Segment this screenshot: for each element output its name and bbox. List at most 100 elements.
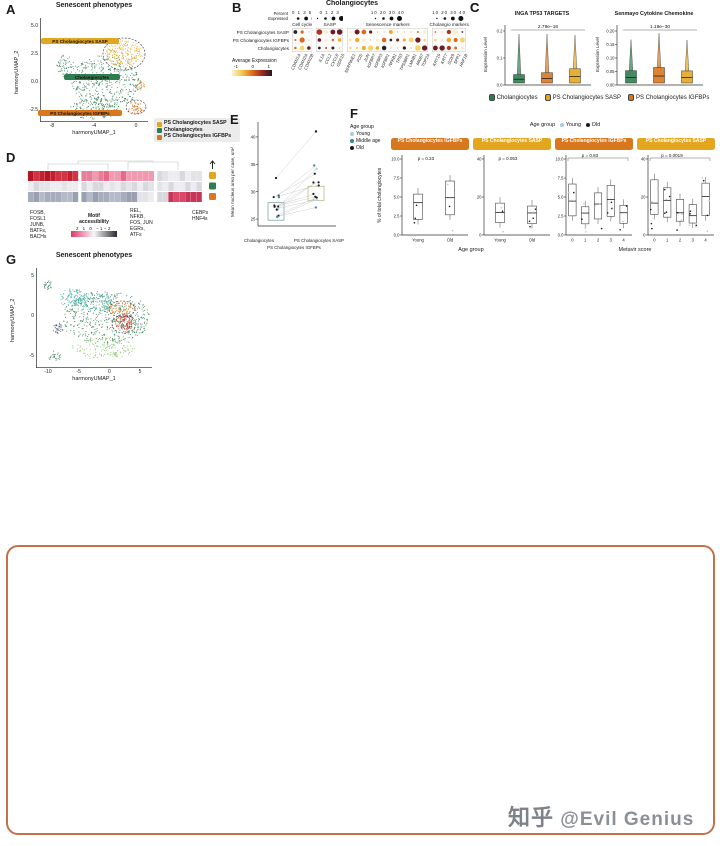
legend-item: PS Cholangiocytes IGFBPs [628,94,709,101]
up-arrow-icon [209,160,216,165]
box-plot: PS Cholangiocytes IGFBPs 0.0 2.5 5.0 7.5 10.0… [390,138,470,245]
x-tick-label: 5 [138,369,142,375]
plot-header-chip: PS Cholangiocytes IGFBPs [391,138,469,150]
legend-item: Young [350,131,380,137]
x-tick-label: 0 [107,369,111,375]
legend-title: Age group [350,124,374,130]
box-plot: PS Cholangiocytes IGFBPs 0.0 2.5 5.0 7.5 10.0… [554,138,634,245]
cell-type-legend: Cholangiocytes PS Cholangiocytes SASP PS C… [478,94,720,101]
legend-label: Young [356,131,370,137]
average-expression-legend: Average Expression -1 0 1 [232,58,290,76]
paired-plot-svg: 25 30 35 40 [251,122,336,227]
average-expression-colorbar [330,606,440,636]
legend-item: Young [560,122,581,128]
y-tick-label: 0.20 [606,29,615,34]
dot-grid [292,28,313,52]
legend-swatch [157,128,162,134]
average-expression-title: Average Expression [232,58,277,64]
y-tick-label: 0.0 [497,83,503,88]
x-tick-label: 3 [610,238,613,243]
scale-ticks: 2 1 0 −1−2 [76,226,112,231]
tf-family-label-left: FOSB, FOSL1 JUNB, BATFs, BACHs [30,210,47,240]
legend-label: Middle age [356,138,381,144]
y-tick-label: 2.5 [394,214,400,219]
umap-scatter [40,18,148,122]
size-legend-values: 10 20 30 40 [432,10,466,15]
x-tick-label: PS Cholangiocytes SASP [293,238,344,243]
size-legend-values: 0 1 3 5 [292,10,313,15]
panel-h-endothelial-dotplot [232,252,538,392]
gene-label: SERPINE1 [343,53,357,74]
panel-letter: B [232,0,242,15]
panel-title: Cholangiocytes [325,0,379,7]
x-tick-label: Cholangiocytes [244,238,275,243]
panel-r-lsec-fibrosis-boxplot [566,546,716,648]
legend-label: Young [565,122,582,128]
violin-plot: INGA TP53 TARGETS Expression Level 0.0 0.1 0… [483,11,594,91]
y-tick-label: 2.5 [31,51,38,57]
legend-item: Cholangiocytes [157,127,237,134]
box-plot: PS Cholangiocytes SASP 0 20 40 0 1 2 3 4 p = 0.00… [636,138,716,245]
colorbar-tick: 0 [251,64,254,69]
x-tick-label: Old [529,238,536,243]
row-label: Cholangiocytes [257,45,289,51]
y-axis-label: Expression Level [483,37,488,73]
size-legend-dots [436,15,464,21]
y-axis-label: Mean nucleus area per case, um² [230,147,235,217]
y-tick-label: 5.0 [394,195,400,200]
x-tick-label: -5 [76,369,81,375]
legend-label: PS Cholangiocytes IGFBPs [636,94,710,101]
panel-l-mouse-hepatocyte-dotplot [16,548,346,640]
x-tick-label: -8 [49,123,55,129]
panel-p-hepatocyte-fibrosis-boxplots [16,724,350,834]
y-tick-label: 0.05 [606,69,615,74]
y-tick-label: 0.10 [606,56,615,61]
panel-letter: E [230,112,239,127]
size-legend-dots [296,16,313,20]
tf-family-label-mid: REL, NFKB, FOS, JUN EGRs, ATFs [130,208,153,238]
tf-family-label-right: CEBPs HNF4s [192,210,209,222]
y-tick-label: 5 [31,273,34,279]
panel-letter: G [6,252,17,267]
age-group-legend: Age group Young Old [410,122,720,128]
x-tick-label: 1 [584,238,587,243]
gene-group-label: SASP [323,22,336,27]
scale-gradient [71,231,117,237]
x-tick-label: 4 [704,238,707,243]
legend-swatch [488,94,495,101]
panel-e-nucleus-area-plot: E Mean nucleus area per case, um² 25 30 35 40… [230,112,348,258]
x-tick-label: -4 [91,123,97,129]
box-plot: PS Cholangiocytes SASP 0 20 40 Young Old p = 0… [472,138,552,245]
y-tick-label: 0 [31,313,34,319]
panel-letter: F [350,106,358,121]
y-tick-label: 20 [477,195,482,200]
legend-dot [350,146,354,150]
panel-letter: D [6,150,16,165]
legend-item: PS Cholangiocytes SASP [157,120,237,127]
legend-label: Old [356,145,364,151]
x-tick-label: 1 [666,238,669,243]
x-tick-labels: Cholangiocytes PS Cholangiocytes SASP [244,238,344,243]
box-plot-svg: 0.0 2.5 5.0 7.5 10.0 0 1 2 3 4 p = 0.83 [555,153,632,243]
average-expression-ticks: -1 0 1 [234,64,270,69]
legend-swatch [544,94,551,101]
legend-swatch [157,134,162,140]
panel-k-lsec-boxplots [232,390,652,545]
box-plot-svg: 0.0 2.5 5.0 7.5 10.0 Young Old p = 0.23 [391,155,468,243]
gene-group-label: Cell cycle [292,22,313,27]
panel-title: Senescent phenotypes [55,252,133,259]
y-tick-label: 40 [251,135,256,140]
x-tick-label: 3 [692,238,695,243]
percent-expressed-label: Percent Expressed [268,11,288,21]
watermark-user: @Evil Genius [560,809,695,830]
y-tick-label: 0.00 [606,83,615,88]
gene-labels: KRT19 KRT7 SOX9 SPP1 HNF1B [432,53,469,77]
y-axis-label: harmonyUMAP_2 [14,50,20,94]
scale-title: Motif accessibility [79,213,109,225]
size-legend-dots [317,15,344,21]
y-tick-label: 7.5 [558,176,564,181]
size-legend-values: 10 20 30 40 [370,10,405,15]
legend-dot [586,123,591,127]
panel-letter: C [470,0,480,15]
